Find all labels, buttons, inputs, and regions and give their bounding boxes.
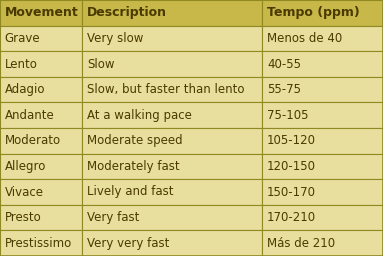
FancyBboxPatch shape (0, 102, 82, 128)
FancyBboxPatch shape (82, 128, 262, 154)
FancyBboxPatch shape (82, 179, 262, 205)
FancyBboxPatch shape (82, 51, 262, 77)
Text: Very very fast: Very very fast (87, 237, 169, 250)
Text: Más de 210: Más de 210 (267, 237, 335, 250)
Text: Very slow: Very slow (87, 32, 143, 45)
Text: Slow, but faster than lento: Slow, but faster than lento (87, 83, 244, 96)
FancyBboxPatch shape (82, 26, 262, 51)
FancyBboxPatch shape (0, 154, 82, 179)
FancyBboxPatch shape (0, 51, 82, 77)
FancyBboxPatch shape (0, 26, 82, 51)
Text: Moderato: Moderato (5, 134, 61, 147)
FancyBboxPatch shape (262, 26, 383, 51)
Text: Lento: Lento (5, 58, 38, 70)
Text: Presto: Presto (5, 211, 41, 224)
FancyBboxPatch shape (262, 154, 383, 179)
FancyBboxPatch shape (0, 0, 82, 26)
Text: 120-150: 120-150 (267, 160, 316, 173)
Text: Prestissimo: Prestissimo (5, 237, 72, 250)
Text: 75-105: 75-105 (267, 109, 308, 122)
FancyBboxPatch shape (262, 77, 383, 102)
Text: Moderately fast: Moderately fast (87, 160, 180, 173)
FancyBboxPatch shape (262, 51, 383, 77)
Text: Andante: Andante (5, 109, 54, 122)
FancyBboxPatch shape (0, 179, 82, 205)
FancyBboxPatch shape (262, 128, 383, 154)
FancyBboxPatch shape (82, 154, 262, 179)
FancyBboxPatch shape (0, 230, 82, 256)
Text: 170-210: 170-210 (267, 211, 316, 224)
FancyBboxPatch shape (262, 0, 383, 26)
Text: Lively and fast: Lively and fast (87, 186, 173, 198)
FancyBboxPatch shape (262, 205, 383, 230)
Text: Grave: Grave (5, 32, 40, 45)
FancyBboxPatch shape (0, 205, 82, 230)
FancyBboxPatch shape (0, 77, 82, 102)
Text: Allegro: Allegro (5, 160, 46, 173)
Text: 150-170: 150-170 (267, 186, 316, 198)
Text: At a walking pace: At a walking pace (87, 109, 192, 122)
FancyBboxPatch shape (82, 0, 262, 26)
Text: 105-120: 105-120 (267, 134, 316, 147)
Text: Tempo (ppm): Tempo (ppm) (267, 6, 360, 19)
Text: Slow: Slow (87, 58, 115, 70)
FancyBboxPatch shape (262, 179, 383, 205)
Text: Vivace: Vivace (5, 186, 44, 198)
Text: Very fast: Very fast (87, 211, 139, 224)
Text: Moderate speed: Moderate speed (87, 134, 183, 147)
Text: Menos de 40: Menos de 40 (267, 32, 342, 45)
FancyBboxPatch shape (0, 128, 82, 154)
Text: Adagio: Adagio (5, 83, 45, 96)
Text: 55-75: 55-75 (267, 83, 301, 96)
FancyBboxPatch shape (262, 230, 383, 256)
FancyBboxPatch shape (82, 205, 262, 230)
Text: Movement: Movement (5, 6, 79, 19)
FancyBboxPatch shape (82, 102, 262, 128)
FancyBboxPatch shape (262, 102, 383, 128)
Text: 40-55: 40-55 (267, 58, 301, 70)
FancyBboxPatch shape (82, 230, 262, 256)
FancyBboxPatch shape (82, 77, 262, 102)
Text: Description: Description (87, 6, 167, 19)
